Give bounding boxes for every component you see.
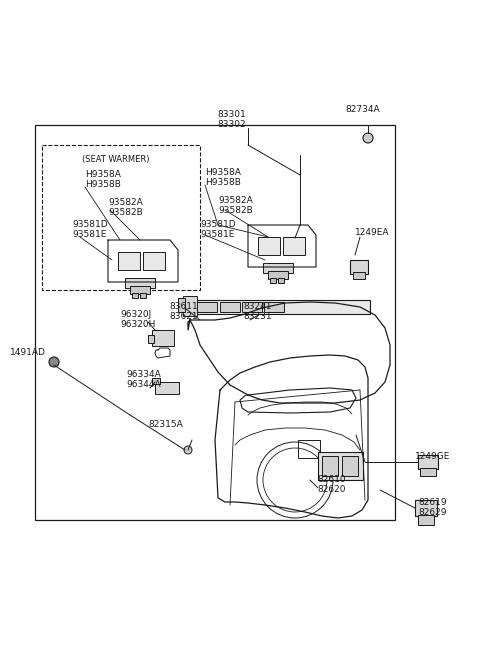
Bar xyxy=(130,286,150,294)
Text: H9358A
H9358B: H9358A H9358B xyxy=(85,170,121,190)
Bar xyxy=(322,456,338,476)
Bar xyxy=(125,278,155,288)
Text: H9358A
H9358B: H9358A H9358B xyxy=(205,168,241,188)
Bar xyxy=(42,145,200,290)
Bar xyxy=(268,271,288,279)
Bar xyxy=(264,302,284,312)
Text: 82619
82629: 82619 82629 xyxy=(418,498,446,518)
Circle shape xyxy=(184,446,192,454)
Bar xyxy=(35,125,395,520)
Text: 83301
83302: 83301 83302 xyxy=(217,110,246,129)
Text: 93581D
93581E: 93581D 93581E xyxy=(200,220,236,239)
Bar xyxy=(195,300,370,314)
Bar xyxy=(132,293,138,298)
Bar xyxy=(140,293,146,298)
Bar xyxy=(353,272,365,279)
Bar xyxy=(220,302,240,312)
Bar xyxy=(143,252,165,270)
Text: 93581D
93581E: 93581D 93581E xyxy=(72,220,108,239)
Bar xyxy=(258,237,280,255)
Text: 83611
83621: 83611 83621 xyxy=(169,302,198,321)
Bar xyxy=(418,515,434,525)
Bar xyxy=(270,278,276,283)
Text: 82315A: 82315A xyxy=(148,420,183,429)
Circle shape xyxy=(363,133,373,143)
Text: (SEAT WARMER): (SEAT WARMER) xyxy=(82,155,149,164)
Circle shape xyxy=(49,357,59,367)
Bar xyxy=(155,382,179,394)
Bar xyxy=(420,468,436,476)
Bar xyxy=(298,440,320,458)
Text: 1249EA: 1249EA xyxy=(355,228,389,237)
Bar xyxy=(263,263,293,273)
Bar xyxy=(342,456,358,476)
Text: 1249GE: 1249GE xyxy=(415,452,450,461)
Text: 93582A
93582B: 93582A 93582B xyxy=(108,198,143,217)
Bar xyxy=(152,330,174,346)
Text: 96334A
96344A: 96334A 96344A xyxy=(126,370,161,390)
Bar xyxy=(415,500,437,516)
Bar xyxy=(283,237,305,255)
Bar xyxy=(197,302,217,312)
Bar xyxy=(350,260,368,274)
Bar xyxy=(242,302,262,312)
Text: 96320J
96320H: 96320J 96320H xyxy=(120,310,156,329)
Bar xyxy=(178,298,185,312)
Bar xyxy=(278,278,284,283)
Text: 93582A
93582B: 93582A 93582B xyxy=(218,196,253,215)
Bar xyxy=(118,252,140,270)
Text: 1491AD: 1491AD xyxy=(10,348,46,357)
Bar xyxy=(318,452,363,480)
Bar xyxy=(183,296,197,316)
Bar xyxy=(418,455,438,469)
Bar xyxy=(152,378,160,384)
Text: 82734A: 82734A xyxy=(345,105,380,114)
Text: 83241
83231: 83241 83231 xyxy=(243,302,272,321)
Text: 82610
82620: 82610 82620 xyxy=(317,475,346,495)
Bar xyxy=(148,335,154,343)
